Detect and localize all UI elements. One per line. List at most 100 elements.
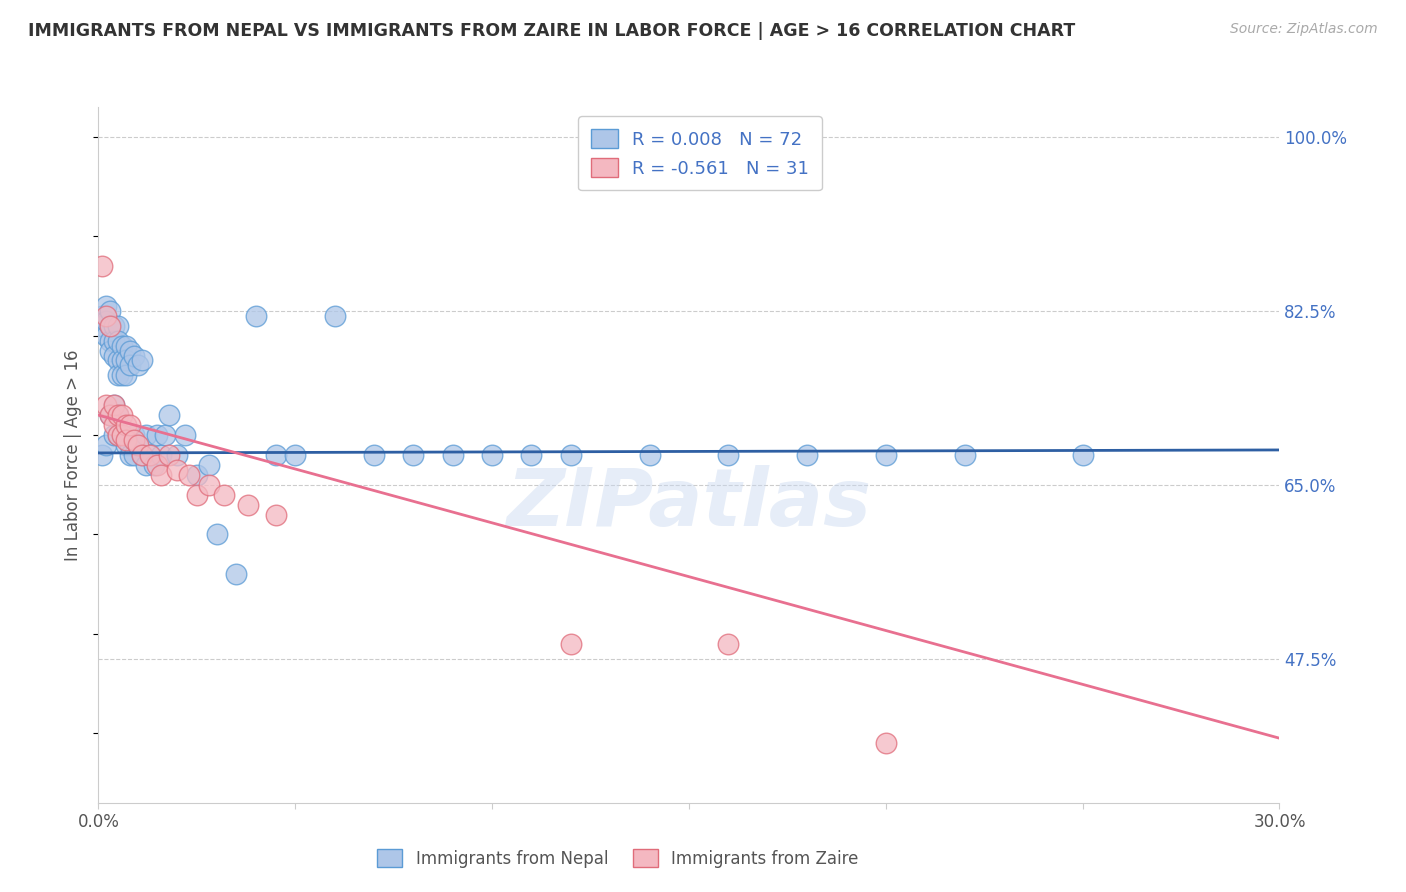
Point <box>115 418 138 433</box>
Point <box>98 408 121 422</box>
Text: IMMIGRANTS FROM NEPAL VS IMMIGRANTS FROM ZAIRE IN LABOR FORCE | AGE > 16 CORRELA: IMMIGRANTS FROM NEPAL VS IMMIGRANTS FROM… <box>28 22 1076 40</box>
Point <box>111 428 134 442</box>
Point <box>127 438 149 452</box>
Point <box>98 334 121 348</box>
Point <box>214 488 236 502</box>
Point <box>135 428 157 442</box>
Point <box>717 637 740 651</box>
Point <box>111 353 134 368</box>
Point <box>91 259 114 273</box>
Point <box>115 338 138 352</box>
Point <box>197 477 219 491</box>
Point <box>107 368 129 383</box>
Point <box>157 408 180 422</box>
Text: Source: ZipAtlas.com: Source: ZipAtlas.com <box>1230 22 1378 37</box>
Point <box>174 428 197 442</box>
Point <box>111 428 134 442</box>
Point <box>717 448 740 462</box>
Point <box>107 318 129 333</box>
Point <box>115 433 138 447</box>
Point <box>115 353 138 368</box>
Y-axis label: In Labor Force | Age > 16: In Labor Force | Age > 16 <box>65 349 83 561</box>
Point <box>111 408 134 422</box>
Point <box>107 334 129 348</box>
Point <box>118 438 141 452</box>
Point <box>91 309 114 323</box>
Point <box>103 334 125 348</box>
Point <box>107 408 129 422</box>
Point <box>157 448 180 462</box>
Point <box>142 458 165 472</box>
Point <box>131 448 153 462</box>
Point <box>91 318 114 333</box>
Point <box>96 328 118 343</box>
Point <box>638 448 661 462</box>
Point <box>953 448 976 462</box>
Point <box>236 498 259 512</box>
Point <box>205 527 228 541</box>
Point <box>520 448 543 462</box>
Point <box>103 418 125 433</box>
Point <box>264 508 287 522</box>
Point <box>107 353 129 368</box>
Point <box>115 368 138 383</box>
Point <box>98 303 121 318</box>
Point <box>96 299 118 313</box>
Point <box>363 448 385 462</box>
Point <box>264 448 287 462</box>
Point <box>245 309 267 323</box>
Point <box>146 458 169 472</box>
Point <box>796 448 818 462</box>
Point <box>98 408 121 422</box>
Point <box>98 318 121 333</box>
Point <box>131 353 153 368</box>
Point <box>111 338 134 352</box>
Point <box>107 428 129 442</box>
Point <box>118 359 141 373</box>
Point <box>96 438 118 452</box>
Point <box>118 343 141 358</box>
Point <box>177 467 200 482</box>
Point <box>127 359 149 373</box>
Text: ZIPatlas: ZIPatlas <box>506 465 872 542</box>
Point <box>96 309 118 323</box>
Point <box>1071 448 1094 462</box>
Point <box>284 448 307 462</box>
Point <box>481 448 503 462</box>
Point <box>103 428 125 442</box>
Point <box>875 448 897 462</box>
Point <box>166 448 188 462</box>
Point <box>323 309 346 323</box>
Point <box>166 463 188 477</box>
Point <box>225 567 247 582</box>
Point <box>107 428 129 442</box>
Point <box>96 314 118 328</box>
Point <box>186 467 208 482</box>
Point <box>103 318 125 333</box>
Point <box>155 428 177 442</box>
Point <box>91 448 114 462</box>
Point <box>98 343 121 358</box>
Point <box>122 433 145 447</box>
Point <box>122 349 145 363</box>
Point <box>127 438 149 452</box>
Point <box>122 448 145 462</box>
Point <box>115 438 138 452</box>
Point <box>441 448 464 462</box>
Point <box>146 428 169 442</box>
Point <box>186 488 208 502</box>
Point <box>122 428 145 442</box>
Point <box>150 467 173 482</box>
Point <box>118 418 141 433</box>
Point <box>103 398 125 412</box>
Point <box>150 448 173 462</box>
Point <box>107 408 129 422</box>
Legend: Immigrants from Nepal, Immigrants from Zaire: Immigrants from Nepal, Immigrants from Z… <box>371 842 866 874</box>
Point <box>131 448 153 462</box>
Point <box>96 398 118 412</box>
Point <box>560 637 582 651</box>
Point <box>197 458 219 472</box>
Point <box>103 398 125 412</box>
Point <box>138 448 160 462</box>
Point <box>118 448 141 462</box>
